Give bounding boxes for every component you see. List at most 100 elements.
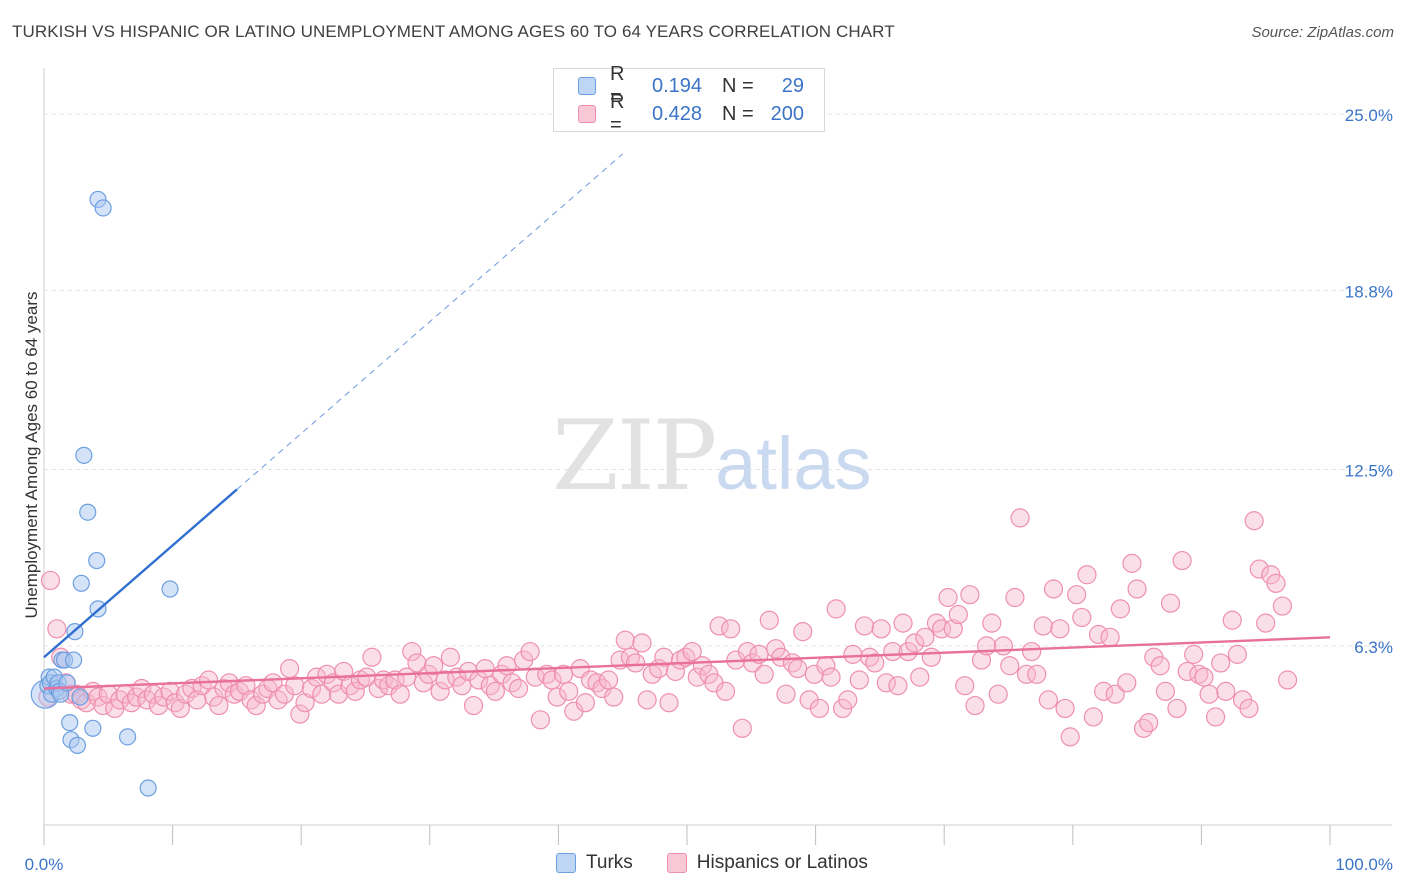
hispanics-point <box>1205 707 1226 727</box>
hispanics-point <box>876 673 896 693</box>
hispanics-point <box>1050 619 1070 639</box>
turks-point <box>139 779 157 797</box>
hispanics-point <box>776 684 796 704</box>
hispanics-point <box>1110 599 1130 619</box>
hispanics-point <box>295 693 315 713</box>
hispanics-point <box>1184 644 1204 664</box>
turks-point <box>161 580 179 598</box>
y-tick-label: 18.8% <box>1345 282 1393 301</box>
hispanics-point <box>982 613 1002 633</box>
hispanics-point <box>1272 596 1293 616</box>
hispanics-point <box>615 630 635 650</box>
hispanics-point <box>485 681 505 701</box>
hispanics-point <box>1227 644 1248 664</box>
hispanics-point <box>1139 713 1159 733</box>
y-axis-label: Unemployment Among Ages 60 to 64 years <box>22 291 41 619</box>
tick-labels: 6.3% 12.5% 18.8% 25.0% 0.0% 100.0% <box>25 106 1393 874</box>
hispanics-point <box>1010 508 1030 528</box>
legend-swatch-turks <box>556 853 576 873</box>
hispanics-point <box>1043 579 1064 599</box>
hispanics-point <box>1266 573 1286 593</box>
series-legend: Turks Hispanics or Latinos <box>556 852 902 874</box>
hispanics-point <box>47 619 67 639</box>
hispanics-point <box>1277 670 1298 690</box>
watermark-zip: ZIP <box>552 400 717 512</box>
hispanics-point <box>1038 690 1058 710</box>
hispanics-point <box>809 698 830 719</box>
hispanics-point <box>654 647 674 667</box>
hispanics-point <box>559 681 579 701</box>
hispanics-point <box>463 695 484 716</box>
hispanics-point <box>993 636 1013 656</box>
watermark-atlas: atlas <box>715 422 872 505</box>
hispanics-point <box>362 647 382 667</box>
hispanics-point <box>854 616 875 636</box>
hispanics-point <box>1117 673 1137 693</box>
hispanics-point <box>110 690 130 710</box>
legend-r-value: 0.428 <box>652 102 703 125</box>
hispanics-point <box>1083 707 1103 727</box>
legend-label-turks: Turks <box>586 852 633 873</box>
hispanics-point <box>709 616 729 636</box>
hispanics-point <box>943 619 963 639</box>
legend-n-value: 200 <box>770 102 804 125</box>
y-tick-label: 12.5% <box>1345 462 1393 481</box>
hispanics-point <box>759 610 779 630</box>
hispanics-point <box>1167 698 1187 719</box>
hispanics-point <box>893 613 913 633</box>
turks-point <box>64 651 83 669</box>
hispanics-point <box>910 667 930 687</box>
y-tick-label: 6.3% <box>1354 638 1393 657</box>
hispanics-point <box>715 681 736 701</box>
hispanics-point <box>1016 664 1037 684</box>
hispanics-point <box>1244 511 1264 531</box>
hispanics-point <box>1150 656 1170 676</box>
hispanics-point <box>905 633 925 653</box>
hispanics-point <box>1094 681 1114 701</box>
turks-point <box>68 736 87 754</box>
correlation-legend: R = 0.194 N = 29 R = 0.428 N = 200 <box>553 63 825 136</box>
hispanics-point <box>1194 667 1214 687</box>
hispanics-point <box>547 687 567 707</box>
hispanics-point <box>771 647 791 667</box>
legend-n-label: N = <box>722 102 754 125</box>
hispanics-point <box>865 653 885 673</box>
legend-swatch-turks <box>578 77 596 95</box>
hispanics-point <box>1067 585 1087 605</box>
hispanics-point <box>915 627 935 647</box>
turks-trend-extension <box>236 153 624 490</box>
hispanics-point <box>721 619 741 639</box>
hispanics-point <box>826 599 846 619</box>
legend-r-label: R = <box>610 63 625 108</box>
y-tick-label: 25.0% <box>1345 106 1393 125</box>
hispanics-point <box>1077 565 1097 585</box>
legend-item-hispanics[interactable]: Hispanics or Latinos <box>666 852 868 874</box>
hispanics-point <box>625 653 646 673</box>
hispanics-point <box>659 693 679 713</box>
legend-item-turks[interactable]: Turks <box>556 852 633 874</box>
hispanics-point <box>793 622 813 642</box>
hispanics-point <box>497 656 517 676</box>
turks-point <box>79 503 97 521</box>
hispanics-points <box>38 508 1298 747</box>
hispanics-point <box>871 619 891 639</box>
x-tick-label: 0.0% <box>25 855 64 874</box>
hispanics-point <box>430 681 450 701</box>
hispanics-point <box>1033 616 1053 636</box>
hispanics-point <box>312 684 332 704</box>
source-credit[interactable]: Source: ZipAtlas.com <box>1251 24 1394 41</box>
hispanics-point <box>604 687 624 707</box>
hispanics-point <box>587 673 607 693</box>
hispanics-point <box>1172 550 1192 571</box>
turks-point <box>94 199 112 217</box>
hispanics-point <box>209 695 229 716</box>
hispanics-point <box>170 698 190 719</box>
hispanics-point <box>402 641 422 662</box>
legend-row-hispanics: R = 0.428 N = 200 <box>578 91 804 136</box>
hispanics-point <box>407 653 427 673</box>
turks-point <box>84 719 102 737</box>
hispanics-point <box>754 664 774 684</box>
legend-swatch-hispanics <box>666 853 687 873</box>
hispanics-point <box>732 718 752 738</box>
hispanics-point <box>838 690 858 710</box>
